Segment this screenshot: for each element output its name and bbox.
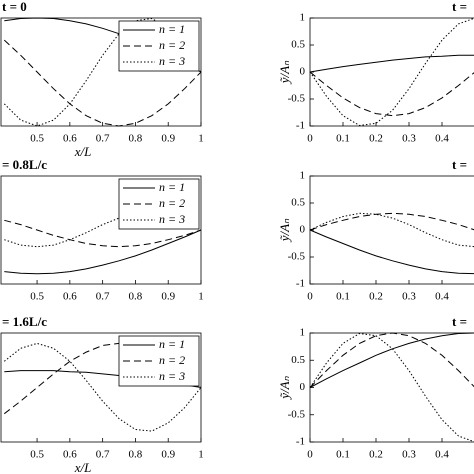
x-tick-label: 0.2 — [369, 291, 383, 303]
x-tick-label: 0.8 — [129, 133, 143, 145]
panel-title: t = 0 — [2, 0, 27, 14]
series-line — [309, 17, 474, 127]
x-tick-label: 1 — [198, 449, 204, 461]
y-tick-label: 0.5 — [291, 39, 305, 51]
x-tick-label: 0.7 — [96, 449, 110, 461]
y-tick-label: -1 — [296, 278, 305, 290]
x-tick-label: 0.1 — [336, 291, 350, 303]
y-tick-label: 0 — [300, 381, 306, 393]
series-line — [4, 219, 202, 248]
y-tick-label: -0.5 — [288, 93, 306, 105]
x-tick-label: 0.3 — [402, 133, 416, 145]
plot-frame — [309, 17, 474, 127]
x-tick-label: 0.2 — [369, 133, 383, 145]
x-tick-label: 0.1 — [336, 449, 350, 461]
x-tick-label: 1 — [198, 291, 204, 303]
y-axis-label: ỹ/Aₙ — [277, 375, 292, 400]
panel-title: t = — [452, 314, 467, 329]
x-tick-label: 0.8 — [129, 291, 143, 303]
legend-label: n = 2 — [159, 353, 185, 367]
x-tick-label: 1 — [198, 133, 204, 145]
x-tick-label: 0.6 — [63, 449, 77, 461]
legend-box — [118, 335, 200, 387]
x-tick-label: 0.5 — [30, 449, 44, 461]
x-tick-label: 0.6 — [63, 133, 77, 145]
y-axis-label: ỹ/Aₙ — [277, 60, 292, 85]
panel-title: t = — [452, 157, 467, 172]
x-tick-label: 0.1 — [336, 133, 350, 145]
x-tick-label: 0.4 — [435, 133, 449, 145]
y-tick-label: 0 — [300, 224, 306, 236]
y-tick-label: -1 — [296, 436, 305, 448]
series-line — [309, 54, 474, 73]
x-tick-label: 0.7 — [96, 133, 110, 145]
legend-label: n = 1 — [159, 337, 185, 351]
y-tick-label: 1 — [300, 12, 306, 24]
x-tick-label: 0.9 — [161, 449, 175, 461]
x-tick-label: 0.5 — [30, 133, 44, 145]
legend-label: n = 3 — [159, 369, 185, 383]
x-tick-label: 0 — [307, 291, 313, 303]
x-axis-label: x/L — [74, 460, 92, 474]
x-tick-label: 0.5 — [30, 291, 44, 303]
plot-frame — [309, 175, 474, 285]
legend-box — [118, 178, 200, 230]
series-line — [3, 39, 202, 127]
x-tick-label: 0 — [307, 449, 313, 461]
panel-title: t = — [452, 0, 467, 14]
x-tick-label: 0.3 — [402, 291, 416, 303]
legend-label: n = 1 — [159, 180, 185, 194]
legend-label: n = 3 — [159, 54, 185, 68]
series-line — [309, 71, 474, 117]
y-tick-label: -0.5 — [288, 408, 306, 420]
legend-label: n = 3 — [159, 212, 185, 226]
x-tick-label: 0.9 — [161, 133, 175, 145]
x-axis-label: x/L — [74, 144, 92, 159]
x-tick-label: 0 — [307, 133, 313, 145]
y-tick-label: -1 — [296, 120, 305, 132]
y-tick-label: 0.5 — [291, 354, 305, 366]
y-tick-label: -0.5 — [288, 251, 306, 263]
series-line — [309, 332, 474, 388]
x-tick-label: 0.7 — [96, 291, 110, 303]
panel-title: = 1.6L/c — [2, 314, 47, 329]
series-line — [4, 229, 202, 275]
x-tick-label: 0.6 — [63, 291, 77, 303]
x-tick-label: 0.2 — [369, 449, 383, 461]
series-line — [309, 212, 474, 231]
series-line — [309, 332, 474, 388]
legend-box — [118, 20, 200, 72]
series-line — [309, 212, 474, 248]
y-tick-label: 1 — [300, 327, 306, 339]
x-tick-label: 0.9 — [161, 291, 175, 303]
panel-title: = 0.8L/c — [2, 157, 47, 172]
legend-label: n = 2 — [159, 196, 185, 210]
series-line — [309, 332, 474, 443]
legend-label: n = 2 — [159, 38, 185, 52]
x-tick-label: 0.3 — [402, 449, 416, 461]
y-tick-label: 1 — [300, 170, 306, 182]
x-tick-label: 0.8 — [129, 449, 143, 461]
y-tick-label: 0 — [300, 66, 306, 78]
legend-label: n = 1 — [159, 22, 185, 36]
series-line — [309, 229, 474, 275]
x-tick-label: 0.4 — [435, 449, 449, 461]
x-tick-label: 0.4 — [435, 291, 449, 303]
y-axis-label: ỹ/Aₙ — [277, 218, 292, 243]
y-tick-label: 0.5 — [291, 197, 305, 209]
